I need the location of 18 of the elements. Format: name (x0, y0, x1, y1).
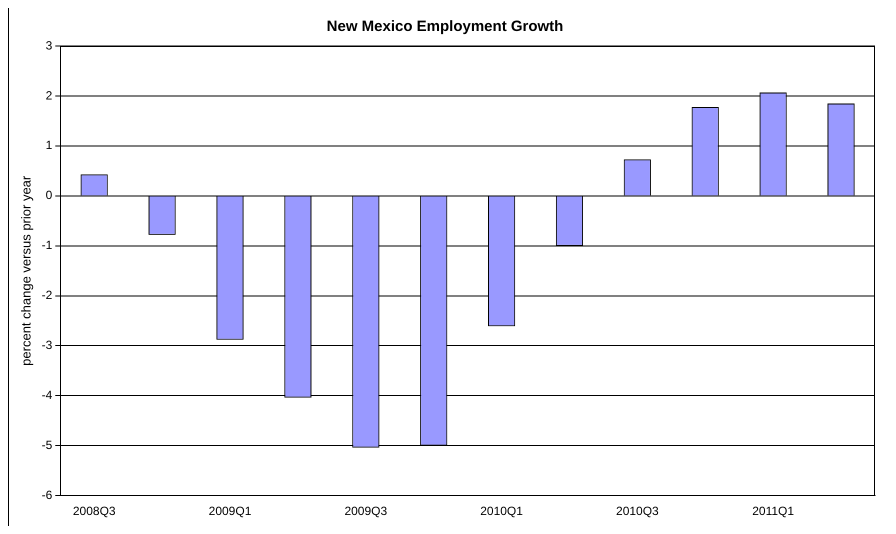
y-tick-label: -1 (42, 238, 53, 252)
x-tick-label: 2010Q1 (480, 504, 524, 518)
x-tick-label: 2008Q3 (72, 504, 116, 518)
x-tick-label: 2009Q1 (208, 504, 252, 518)
x-tick-label: 2010Q3 (616, 504, 660, 518)
y-axis-title: percent change versus prior year (18, 175, 34, 366)
y-tick-label: -4 (42, 388, 53, 402)
y-tick-label: 0 (46, 188, 53, 202)
y-tick-label: 2 (46, 88, 53, 102)
y-tick-label: 3 (46, 38, 53, 52)
chart-title: New Mexico Employment Growth (326, 18, 564, 36)
y-tick-label: 1 (46, 138, 53, 152)
y-tick-label: -6 (42, 488, 53, 502)
y-tick-label: -3 (42, 338, 53, 352)
y-tick-label: -5 (42, 438, 53, 452)
y-tick-label: -2 (42, 288, 53, 302)
x-tick-label: 2009Q3 (344, 504, 388, 518)
x-tick-label: 2011Q1 (752, 504, 794, 518)
